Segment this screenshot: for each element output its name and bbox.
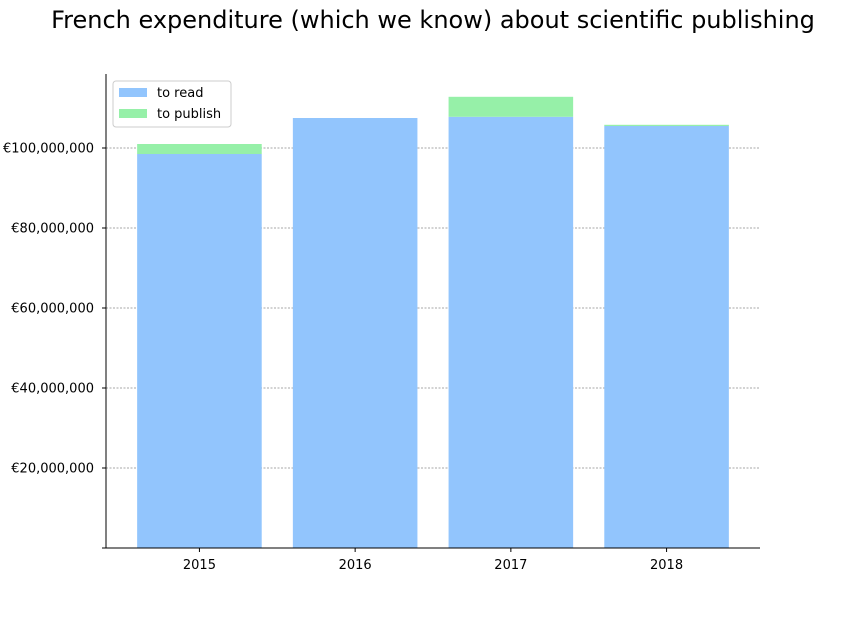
- y-tick-label: €20,000,000: [11, 462, 94, 477]
- x-tick-label: 2015: [183, 558, 216, 573]
- bar-to-publish: [137, 144, 262, 154]
- y-tick-label: €60,000,000: [11, 302, 94, 317]
- bar-to-read: [448, 116, 574, 549]
- x-tick-label: 2016: [339, 558, 372, 573]
- chart-title: French expenditure (which we know) about…: [51, 6, 815, 34]
- legend-swatch: [119, 109, 147, 118]
- y-tick-label: €100,000,000: [3, 142, 94, 157]
- tick-labels: €20,000,000 €40,000,000 €60,000,000 €80,000…: [3, 142, 683, 574]
- axes: [102, 74, 760, 552]
- y-tick-label: €40,000,000: [11, 382, 94, 397]
- legend-label: to read: [157, 86, 203, 101]
- bar-to-read: [137, 154, 262, 548]
- bar-to-publish: [604, 124, 729, 126]
- legend-label: to publish: [157, 107, 221, 122]
- bar-to-read: [292, 118, 418, 548]
- bar-to-publish: [448, 96, 574, 117]
- bars: [137, 96, 729, 549]
- x-tick-label: 2018: [650, 558, 683, 573]
- legend: to read to publish: [112, 80, 232, 128]
- bar-to-read: [604, 126, 729, 548]
- y-tick-label: €80,000,000: [11, 222, 94, 237]
- legend-swatch: [119, 88, 147, 97]
- x-tick-label: 2017: [494, 558, 527, 573]
